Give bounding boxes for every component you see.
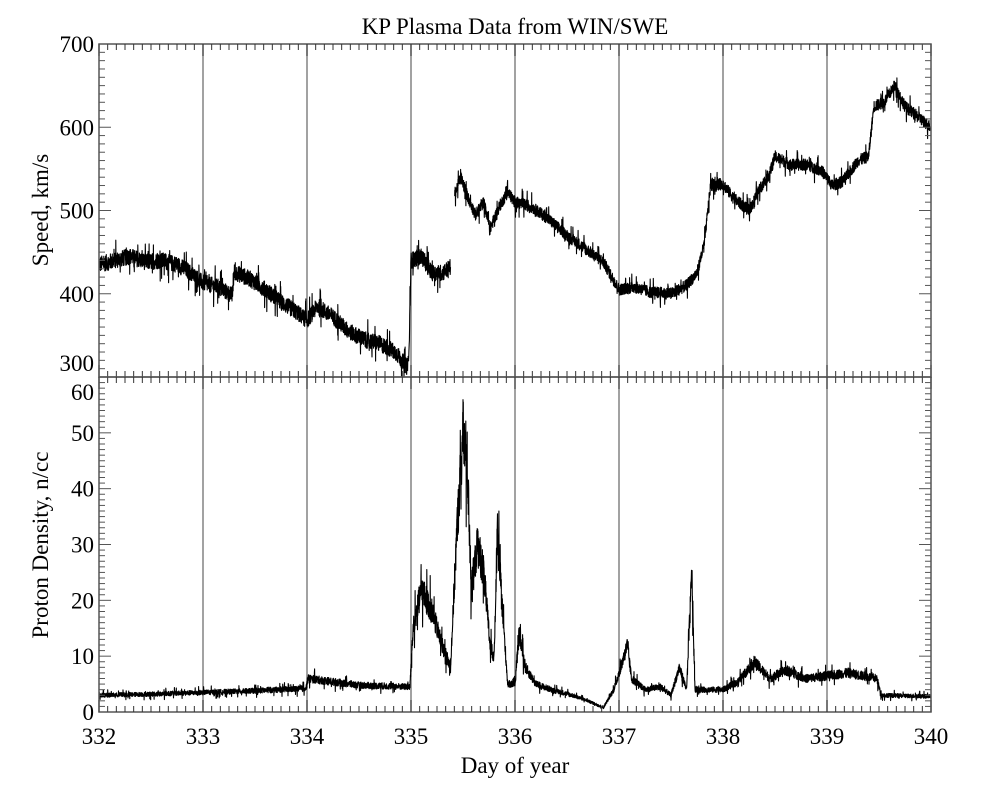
- density-y-axis-label: Proton Density, n/cc: [28, 452, 53, 639]
- y-tick-label: 300: [60, 351, 95, 376]
- y-tick-label: 40: [71, 477, 94, 502]
- x-tick-label: 335: [394, 724, 429, 749]
- x-tick-label: 338: [706, 724, 741, 749]
- speed-y-axis-label: Speed, km/s: [28, 154, 53, 266]
- x-tick-label: 337: [602, 724, 637, 749]
- speed-series-line: [454, 77, 932, 308]
- x-tick-label: 334: [290, 724, 325, 749]
- x-tick-label: 340: [914, 724, 949, 749]
- x-tick-label: 339: [810, 724, 845, 749]
- density-panel: 0 10 20 30 40 50 60 332 333 334 335 336 337 338 339 340: [71, 376, 949, 749]
- y-tick-label: 50: [71, 421, 94, 446]
- y-tick-label: 500: [60, 199, 95, 224]
- y-tick-label: 20: [71, 588, 94, 613]
- y-tick-label: 0: [83, 700, 95, 725]
- y-tick-label: 400: [60, 282, 95, 307]
- speed-panel: 300 400 500 600 700: [60, 32, 932, 378]
- x-tick-label: 332: [82, 724, 117, 749]
- y-tick-label: 30: [71, 533, 94, 558]
- y-tick-label: 10: [71, 644, 94, 669]
- speed-series-line: [98, 239, 452, 378]
- x-tick-label: 333: [186, 724, 221, 749]
- x-axis-label: Day of year: [461, 753, 570, 778]
- y-tick-label: 60: [71, 380, 94, 405]
- chart-title: KP Plasma Data from WIN/SWE: [362, 14, 669, 39]
- y-tick-label: 700: [60, 32, 95, 57]
- density-series-line: [98, 399, 932, 710]
- y-tick-label: 600: [60, 115, 95, 140]
- x-tick-label: 336: [498, 724, 533, 749]
